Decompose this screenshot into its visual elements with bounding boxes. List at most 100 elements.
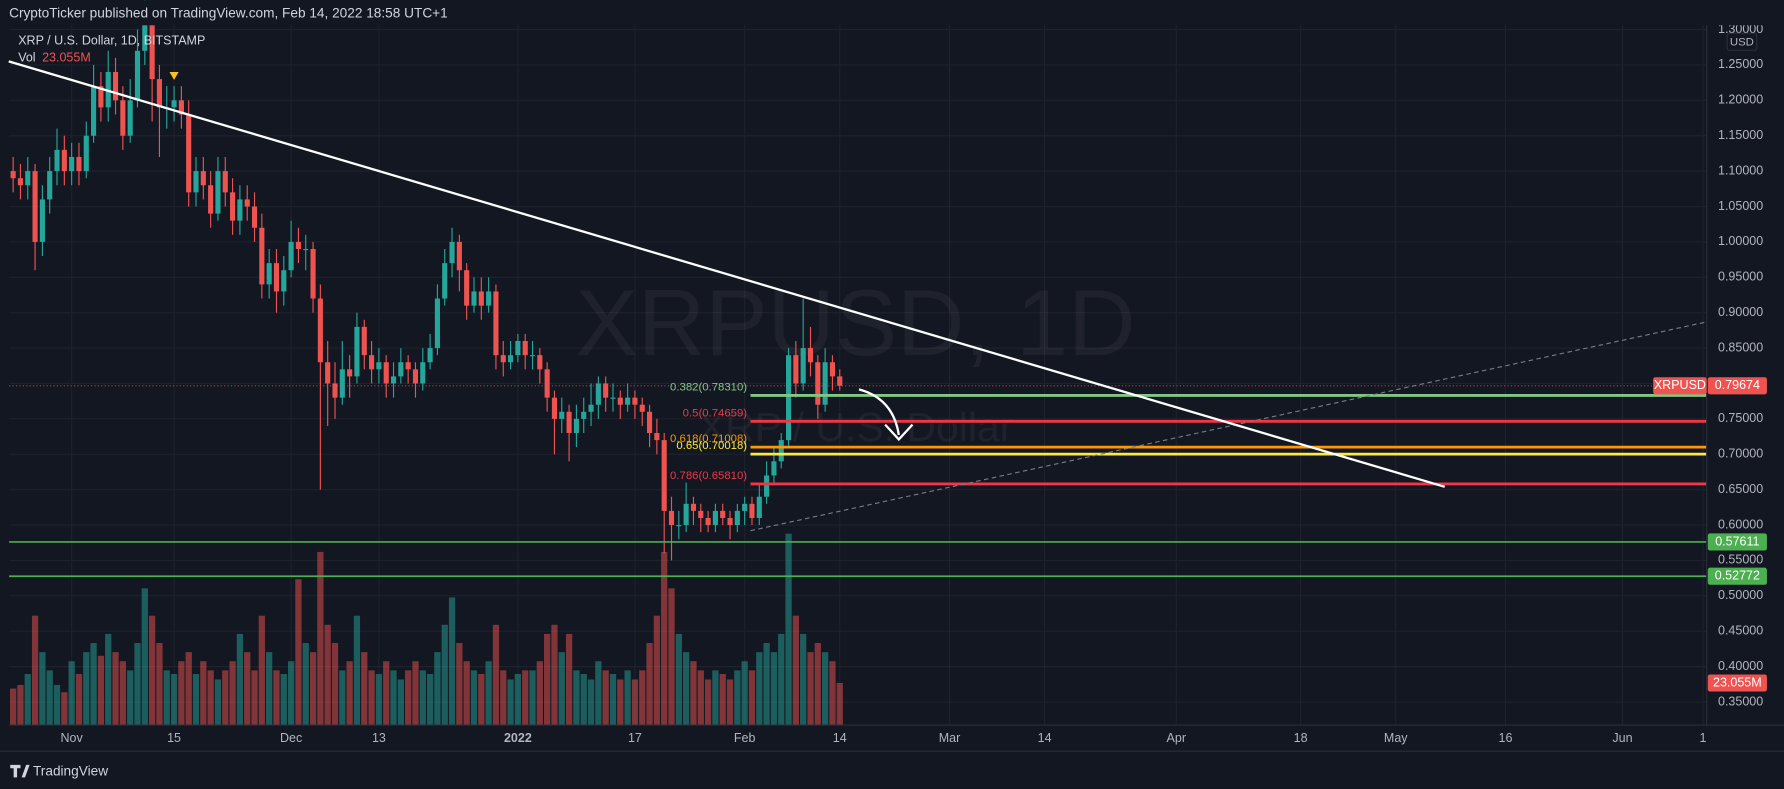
candle-body: [712, 510, 718, 526]
volume-bar: [97, 655, 105, 726]
volume-bar: [814, 643, 821, 726]
volume-bar: [302, 643, 309, 726]
candle-body: [434, 298, 440, 349]
candle-body: [720, 510, 726, 518]
volume-bar: [287, 661, 295, 726]
volume-bar: [434, 652, 441, 726]
volume-bar: [353, 615, 361, 726]
volume-bar: [712, 670, 719, 726]
y-tick-label: 0.65000: [1718, 482, 1763, 496]
candle-body: [171, 100, 177, 108]
candle-body: [369, 355, 375, 370]
volume-bar: [273, 670, 280, 726]
volume-bar: [9, 688, 17, 726]
candle-body: [83, 135, 89, 172]
candle-body: [383, 362, 389, 384]
candle-body: [120, 100, 126, 136]
volume-bar: [24, 673, 31, 726]
axes: 0.35000 0.40000 0.45000 0.50000 0.55000 0.600…: [61, 22, 1767, 745]
candle-body: [244, 199, 250, 207]
volume-bar: [280, 673, 287, 726]
y-tick-label: 0.60000: [1718, 517, 1763, 531]
volume-bar: [602, 670, 609, 726]
volume-bar: [426, 673, 434, 726]
candle-body: [134, 50, 141, 101]
candle-body: [25, 171, 31, 186]
y-tick-label: 0.55000: [1718, 553, 1763, 567]
volume-bar: [653, 615, 661, 726]
volume-bar: [75, 673, 83, 726]
volume-bar: [148, 615, 156, 726]
symbol-tag-box: [1653, 377, 1707, 395]
volume-bar: [595, 661, 602, 726]
support-label-box: [1707, 567, 1767, 585]
candle-body: [610, 397, 616, 399]
volume-bar: [668, 588, 675, 726]
candle-body: [156, 79, 162, 108]
candle-body: [654, 433, 660, 441]
candle-body: [208, 185, 214, 214]
volume-bar: [448, 597, 456, 726]
candle-body: [515, 341, 521, 356]
candle-body: [573, 418, 579, 434]
candle-body: [603, 383, 609, 398]
y-tick-label: 1.25000: [1718, 57, 1763, 71]
volume-bar: [822, 652, 829, 726]
y-tick-label: 0.95000: [1718, 270, 1763, 284]
channel-line: [750, 321, 1707, 532]
volume-bar: [419, 670, 426, 726]
legend-title: XRP / U.S. Dollar, 1D, BITSTAMP: [18, 34, 205, 48]
candle-body: [54, 149, 60, 172]
candle-body: [785, 355, 792, 441]
footer-brand[interactable]: TradingView: [33, 763, 108, 778]
volume-bar: [741, 661, 748, 726]
y-tick-label: 0.35000: [1718, 694, 1763, 708]
candle-body: [317, 298, 323, 363]
candle-body: [544, 369, 550, 398]
volume-bar: [53, 684, 61, 726]
candle-body: [771, 461, 777, 476]
candle-body: [829, 362, 836, 377]
volume-bar: [170, 673, 178, 726]
candle-body: [778, 440, 784, 462]
x-tick-label: Mar: [939, 731, 961, 745]
candle-body: [529, 355, 536, 357]
candle-body: [551, 397, 558, 419]
candle-body: [230, 192, 236, 221]
volume-bar: [551, 624, 558, 726]
volume-bar: [470, 670, 478, 726]
volume-bar: [565, 633, 573, 726]
fib-label: 0.382(0.78310): [670, 381, 747, 393]
publisher: CryptoTicker published on TradingView.co…: [9, 6, 448, 21]
volume-bar: [770, 652, 778, 726]
candle-body: [537, 355, 543, 370]
x-tick-label: May: [1384, 731, 1408, 745]
candle-layer: [10, 0, 843, 561]
volume-bar: [346, 661, 353, 726]
volume-bar: [726, 679, 734, 726]
candle-body: [581, 411, 587, 419]
y-tick-label: 1.30000: [1718, 22, 1763, 36]
volume-bar: [127, 670, 134, 726]
marker: [169, 71, 179, 80]
candle-body: [698, 510, 704, 518]
x-tick-label: 14: [1038, 731, 1052, 745]
candle-body: [727, 517, 733, 526]
candle-body: [749, 503, 755, 518]
volume-bar: [309, 652, 317, 726]
footer-bar: [0, 751, 1784, 789]
volume-bar: [639, 670, 646, 726]
volume-bar: [800, 633, 807, 726]
volume-bar: [192, 673, 200, 726]
candle-body: [478, 291, 484, 306]
volume-bar: [617, 679, 624, 726]
volume-bar: [646, 643, 653, 726]
y-tick-label: 0.75000: [1718, 411, 1763, 425]
volume-bar: [492, 624, 500, 726]
volume-bar: [412, 661, 419, 726]
legend-volume-value: 23.055M: [42, 51, 91, 65]
candle-body: [595, 383, 601, 405]
candle-body: [295, 241, 301, 249]
candle-body: [683, 503, 689, 526]
candle-body: [288, 241, 294, 271]
